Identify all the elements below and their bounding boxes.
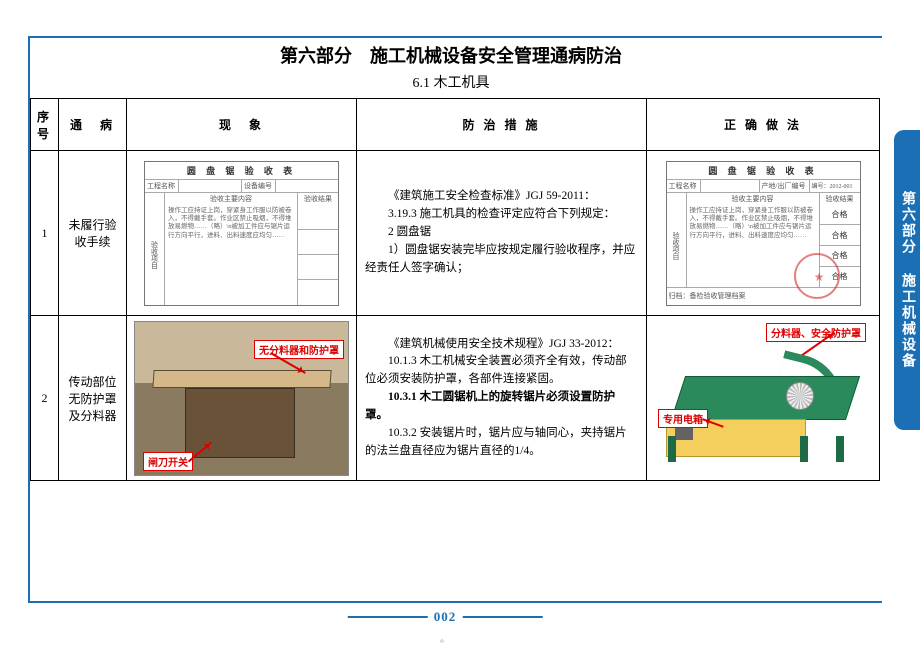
saw-illustration: 分料器、安全防护罩 专用电箱	[658, 321, 868, 476]
side-tab-line2: 施工机械设备	[897, 273, 917, 369]
page-line-left	[348, 616, 428, 618]
page-line-right	[462, 616, 542, 618]
form-body-left: 验收项目	[667, 205, 687, 287]
form-mock-correct: 圆 盘 锯 验 收 表 工程名称 产地/出厂编号 编号：2012-001 验收主…	[666, 161, 861, 306]
side-tab-shape: 第六部分 施工机械设备	[894, 130, 920, 430]
side-tab-line1: 第六部分	[897, 191, 917, 255]
form-hdr-num: 编号：2012-001	[810, 180, 860, 192]
callout-box: 专用电箱	[658, 409, 708, 428]
form-result: 合格	[820, 246, 860, 267]
footer-dot: 。	[440, 630, 450, 645]
form-hdr-left: 工程名称	[667, 180, 701, 192]
saw-leg	[800, 436, 808, 462]
page-border	[28, 36, 882, 603]
saw-blade	[786, 382, 814, 410]
callout-guard: 分料器、安全防护罩	[766, 323, 866, 342]
callout-no-guard: 无分料器和防护罩	[254, 340, 344, 359]
form-body-text: 操作工应持证上岗，穿紧身工作服以防被卷入，不得戴手套。作业区禁止吸烟，不得堆放易…	[687, 205, 820, 287]
form-body-right: 合格 合格 合格 合格	[820, 205, 860, 287]
photo-legs	[185, 388, 295, 458]
page-frame: 第六部分 施工机械设备安全管理通病防治 6.1 木工机具 序号 通 病 现 象 …	[0, 0, 890, 651]
cell-pheno: 无分料器和防护罩 闸刀开关	[127, 316, 357, 481]
page-number: 002	[434, 609, 457, 625]
photo-wrong: 无分料器和防护罩 闸刀开关	[134, 321, 349, 476]
side-tab: 第六部分 施工机械设备	[890, 0, 920, 651]
saw-leg	[836, 436, 844, 462]
cell-correct: 分料器、安全防护罩 专用电箱	[647, 316, 880, 481]
form-sign: 归档：备检验收管理档案	[667, 288, 860, 305]
form-result: 合格	[820, 267, 860, 287]
form-hdr-mid: 产地/出厂编号	[760, 180, 810, 192]
page-number-wrap: 002	[344, 609, 547, 625]
form-blank	[701, 180, 760, 192]
form-result: 合格	[820, 205, 860, 226]
callout-switch: 闸刀开关	[143, 452, 193, 471]
form-result: 合格	[820, 225, 860, 246]
form-title: 圆 盘 锯 验 收 表	[667, 162, 860, 179]
cell-correct: 圆 盘 锯 验 收 表 工程名称 产地/出厂编号 编号：2012-001 验收主…	[647, 151, 880, 316]
saw-leg	[668, 436, 676, 462]
